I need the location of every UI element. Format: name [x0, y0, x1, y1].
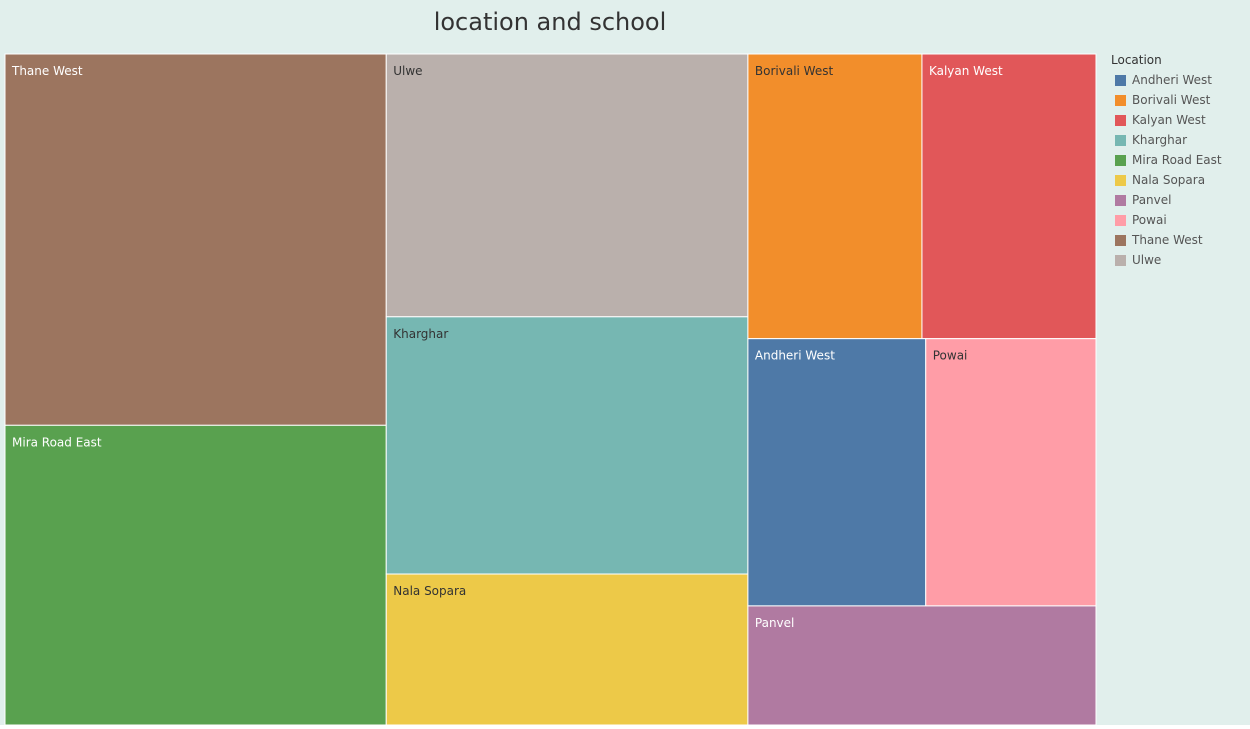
legend: Location Andheri West Borivali West Kalyan…: [1111, 53, 1246, 270]
legend-swatch: [1115, 194, 1126, 206]
treemap-rect-ulwe[interactable]: [385, 53, 749, 318]
treemap-rect-nala-sopara[interactable]: [385, 573, 749, 726]
treemap-rect-kalyan-west[interactable]: [921, 53, 1097, 340]
chart-title: location and school: [433, 8, 667, 36]
legend-swatch: [1115, 254, 1126, 266]
legend-item-nala-sopara[interactable]: Nala Sopara: [1111, 170, 1246, 190]
treemap-rect-thane-west[interactable]: [4, 53, 387, 426]
legend-item-andheri-west[interactable]: Andheri West: [1111, 70, 1246, 90]
treemap-label-panvel: Panvel: [755, 616, 794, 630]
treemap-tile-ulwe[interactable]: Ulwe: [385, 53, 749, 318]
treemap-rect-kharghar[interactable]: [385, 316, 749, 575]
legend-swatch: [1115, 94, 1126, 106]
legend-swatch: [1115, 154, 1126, 166]
treemap-tile-andheri-west[interactable]: Andheri West: [747, 338, 927, 607]
treemap-rect-andheri-west[interactable]: [747, 338, 927, 607]
legend-swatch: [1115, 134, 1126, 146]
legend-item-kharghar[interactable]: Kharghar: [1111, 130, 1246, 150]
legend-label: Borivali West: [1132, 93, 1211, 107]
treemap-tile-borivali-west[interactable]: Borivali West: [747, 53, 923, 340]
legend-label: Ulwe: [1132, 253, 1162, 267]
legend-title: Location: [1111, 53, 1162, 67]
legend-label: Thane West: [1132, 233, 1203, 247]
legend-item-panvel[interactable]: Panvel: [1111, 190, 1246, 210]
treemap-label-borivali-west: Borivali West: [755, 64, 834, 78]
legend-swatch: [1115, 74, 1126, 86]
legend-swatch: [1115, 174, 1126, 186]
treemap-label-thane-west: Thane West: [11, 64, 83, 78]
treemap-rect-borivali-west[interactable]: [747, 53, 923, 340]
legend-swatch: [1115, 234, 1126, 246]
treemap-rect-mira-road-east[interactable]: [4, 424, 387, 726]
treemap-label-powai: Powai: [933, 349, 968, 363]
legend-item-thane-west[interactable]: Thane West: [1111, 230, 1246, 250]
treemap-tile-kalyan-west[interactable]: Kalyan West: [921, 53, 1097, 340]
legend-swatch: [1115, 214, 1126, 226]
legend-swatch: [1115, 114, 1126, 126]
legend-label: Kalyan West: [1132, 113, 1206, 127]
treemap-label-ulwe: Ulwe: [393, 64, 422, 78]
legend-label: Panvel: [1132, 193, 1172, 207]
legend-item-kalyan-west[interactable]: Kalyan West: [1111, 110, 1246, 130]
legend-item-borivali-west[interactable]: Borivali West: [1111, 90, 1246, 110]
legend-label: Kharghar: [1132, 133, 1188, 147]
legend-item-ulwe[interactable]: Ulwe: [1111, 250, 1246, 270]
legend-item-mira-road-east[interactable]: Mira Road East: [1111, 150, 1246, 170]
legend-label: Powai: [1132, 213, 1167, 227]
legend-label: Nala Sopara: [1132, 173, 1206, 187]
treemap-tile-nala-sopara[interactable]: Nala Sopara: [385, 573, 749, 726]
treemap-tile-kharghar[interactable]: Kharghar: [385, 316, 749, 575]
treemap-tile-thane-west[interactable]: Thane West: [4, 53, 387, 426]
treemap-label-mira-road-east: Mira Road East: [12, 435, 102, 449]
treemap-rect-panvel[interactable]: [747, 605, 1097, 726]
legend-label: Mira Road East: [1132, 153, 1222, 167]
treemap-tile-powai[interactable]: Powai: [925, 338, 1097, 607]
legend-items: Andheri West Borivali West Kalyan West Khar…: [1111, 70, 1246, 270]
treemap-label-andheri-west: Andheri West: [755, 349, 835, 363]
legend-item-powai[interactable]: Powai: [1111, 210, 1246, 230]
treemap-label-kalyan-west: Kalyan West: [929, 64, 1003, 78]
treemap-tile-panvel[interactable]: Panvel: [747, 605, 1097, 726]
treemap-label-kharghar: Kharghar: [393, 327, 448, 341]
legend-label: Andheri West: [1132, 73, 1213, 87]
treemap-label-nala-sopara: Nala Sopara: [393, 584, 466, 598]
treemap-tile-mira-road-east[interactable]: Mira Road East: [4, 424, 387, 726]
treemap-rect-powai[interactable]: [925, 338, 1097, 607]
